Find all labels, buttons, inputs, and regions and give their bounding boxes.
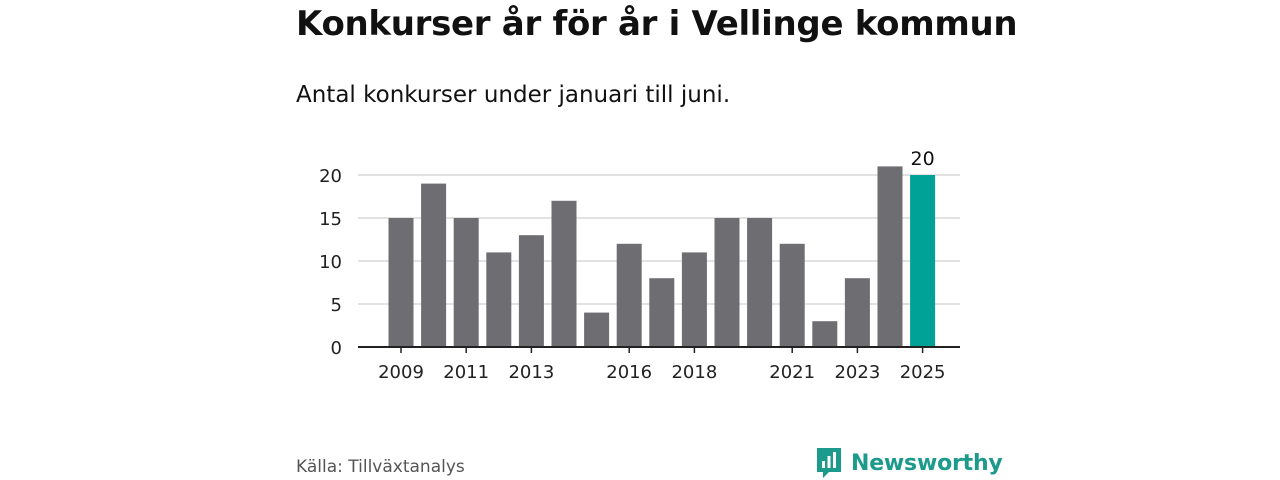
x-tick-label: 2021: [769, 362, 815, 383]
bar-2024: [877, 166, 903, 347]
bar-2025: [910, 175, 936, 347]
y-tick-label: 15: [319, 209, 342, 230]
brand-logo: Newsworthy: [815, 446, 1003, 480]
bar-2018: [681, 252, 707, 347]
x-tick-label: 2023: [834, 362, 880, 383]
bar-2016: [616, 243, 642, 347]
x-tick-label: 2013: [508, 362, 554, 383]
bar-2015: [584, 312, 610, 347]
x-tick-label: 2011: [443, 362, 489, 383]
y-tick-label: 20: [319, 166, 342, 187]
bar-2010: [421, 183, 447, 347]
bar-2023: [844, 278, 870, 347]
bar-2021: [779, 243, 805, 347]
newsworthy-logo-icon: [817, 448, 841, 478]
data-label: 20: [911, 148, 935, 170]
chart-title: Konkurser år för år i Vellinge kommun: [296, 4, 1018, 44]
bar-chart: 0 5 10 15 20 2009 2011 2013 2016 2018 2021 2023 2025…: [319, 148, 960, 383]
bar-2009: [388, 218, 414, 347]
bar-2020: [747, 218, 773, 347]
x-tick-label: 2025: [900, 362, 946, 383]
chart-subtitle: Antal konkurser under januari till juni.: [296, 82, 731, 108]
bar-2017: [649, 278, 675, 347]
bar-2012: [486, 252, 512, 347]
bar-2022: [812, 321, 838, 347]
bar-2013: [518, 235, 544, 347]
y-tick-label: 0: [331, 338, 342, 359]
bar-2014: [551, 200, 577, 347]
x-tick-label: 2009: [378, 362, 424, 383]
y-tick-label: 10: [319, 252, 342, 273]
chart-card: Konkurser år för år i Vellinge kommun An…: [296, 0, 1018, 480]
bar-2011: [453, 218, 479, 347]
source-note: Källa: Tillväxtanalys: [296, 457, 465, 477]
brand-name: Newsworthy: [851, 450, 1003, 476]
bar-2019: [714, 218, 740, 347]
x-tick-label: 2016: [606, 362, 652, 383]
x-tick-label: 2018: [671, 362, 717, 383]
y-tick-label: 5: [331, 295, 342, 316]
